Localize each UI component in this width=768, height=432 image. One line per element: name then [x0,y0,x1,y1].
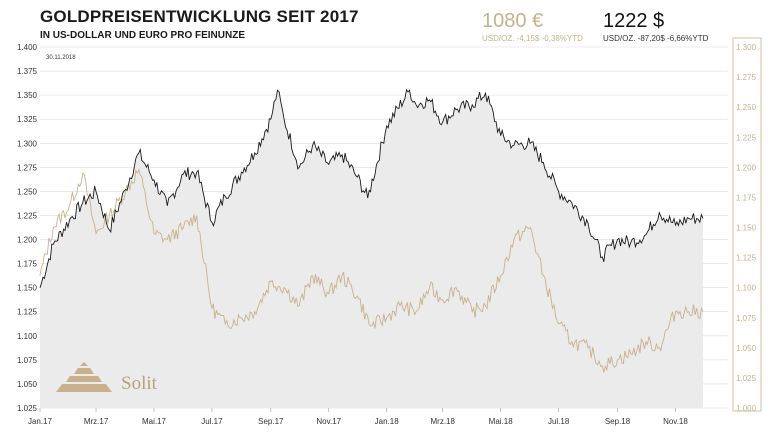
x-tick-label: Mrz.18 [431,417,456,426]
left-tick-label: 1.025 [17,404,38,413]
usd-price-line [39,88,704,288]
left-tick-label: 1.300 [17,139,38,148]
chart-subtitle: IN US-DOLLAR UND EURO PRO FEINUNZE [40,30,245,41]
right-tick-label: 1.125 [736,254,757,263]
eur-change: USD/OZ. -4,15$ -0,38%YTD [482,34,583,43]
x-tick-label: Mai.18 [489,417,514,426]
right-tick-label: 1.300 [736,43,757,52]
left-tick-label: 1.275 [17,163,38,172]
logo-pyramid-top [80,362,88,366]
right-axis-ticks: 1.000 1.025 1.050 1.075 1.100 1.125 1.150 1.175… [736,43,757,413]
left-tick-label: 1.075 [17,356,38,365]
left-axis-ticks: 1.025 1.050 1.075 1.100 1.125 1.150 1.175 1.200… [17,43,38,413]
left-tick-label: 1.400 [17,43,38,52]
left-tick-label: 1.225 [17,211,38,220]
right-tick-label: 1.000 [736,404,757,413]
right-tick-label: 1.075 [736,314,757,323]
right-tick-label: 1.250 [736,103,757,112]
usd-change: USD/OZ. -87,20$ -6,66%YTD [603,34,709,43]
left-tick-label: 1.175 [17,260,38,269]
date-label: 30.11.2018 [46,55,76,61]
logo-pyramid-mid [74,368,94,374]
right-tick-label: 1.225 [736,133,757,142]
solit-logo: Solit [56,362,158,394]
chart-title: GOLDPREISENTWICKLUNG SEIT 2017 [40,7,359,26]
x-tick-label: Jan.17 [28,417,53,426]
right-tick-label: 1.100 [736,284,757,293]
right-tick-label: 1.150 [736,224,757,233]
left-tick-label: 1.125 [17,308,38,317]
x-tick-label: Nov.17 [316,417,341,426]
left-tick-label: 1.325 [17,115,38,124]
right-tick-label: 1.200 [736,163,757,172]
left-tick-label: 1.150 [17,284,38,293]
x-tick-label: Nov.18 [663,417,688,426]
x-tick-label: Mrz.17 [84,417,109,426]
x-tick-label: Mai.17 [142,417,167,426]
left-tick-label: 1.100 [17,332,38,341]
usd-price: 1222 $ [603,10,665,32]
x-tick-label: Jan.18 [375,417,400,426]
left-tick-label: 1.375 [17,67,38,76]
left-tick-label: 1.050 [17,380,38,389]
right-tick-label: 1.275 [736,73,757,82]
x-tick-label: Sep.18 [605,417,631,426]
right-tick-label: 1.175 [736,193,757,202]
left-tick-label: 1.200 [17,236,38,245]
left-tick-label: 1.350 [17,91,38,100]
eur-price-line [39,168,704,373]
x-tick-label: Jul.18 [548,417,570,426]
x-tick-label: Jul.17 [201,417,223,426]
logo-text: Solit [121,373,158,394]
x-tick-label: Sep.17 [258,417,284,426]
logo-pyramid-low [66,376,102,382]
usd-area-fill [40,89,703,409]
logo-pyramid-base [56,384,112,392]
right-tick-label: 1.050 [736,344,757,353]
left-tick-label: 1.250 [17,187,38,196]
x-axis-ticks: Jan.17 Mrz.17 Mai.17 Jul.17 Sep.17 Nov.17 Jan.… [28,417,688,426]
eur-price: 1080 € [482,10,544,32]
right-tick-label: 1.025 [736,374,757,383]
right-axis-box [732,37,762,412]
